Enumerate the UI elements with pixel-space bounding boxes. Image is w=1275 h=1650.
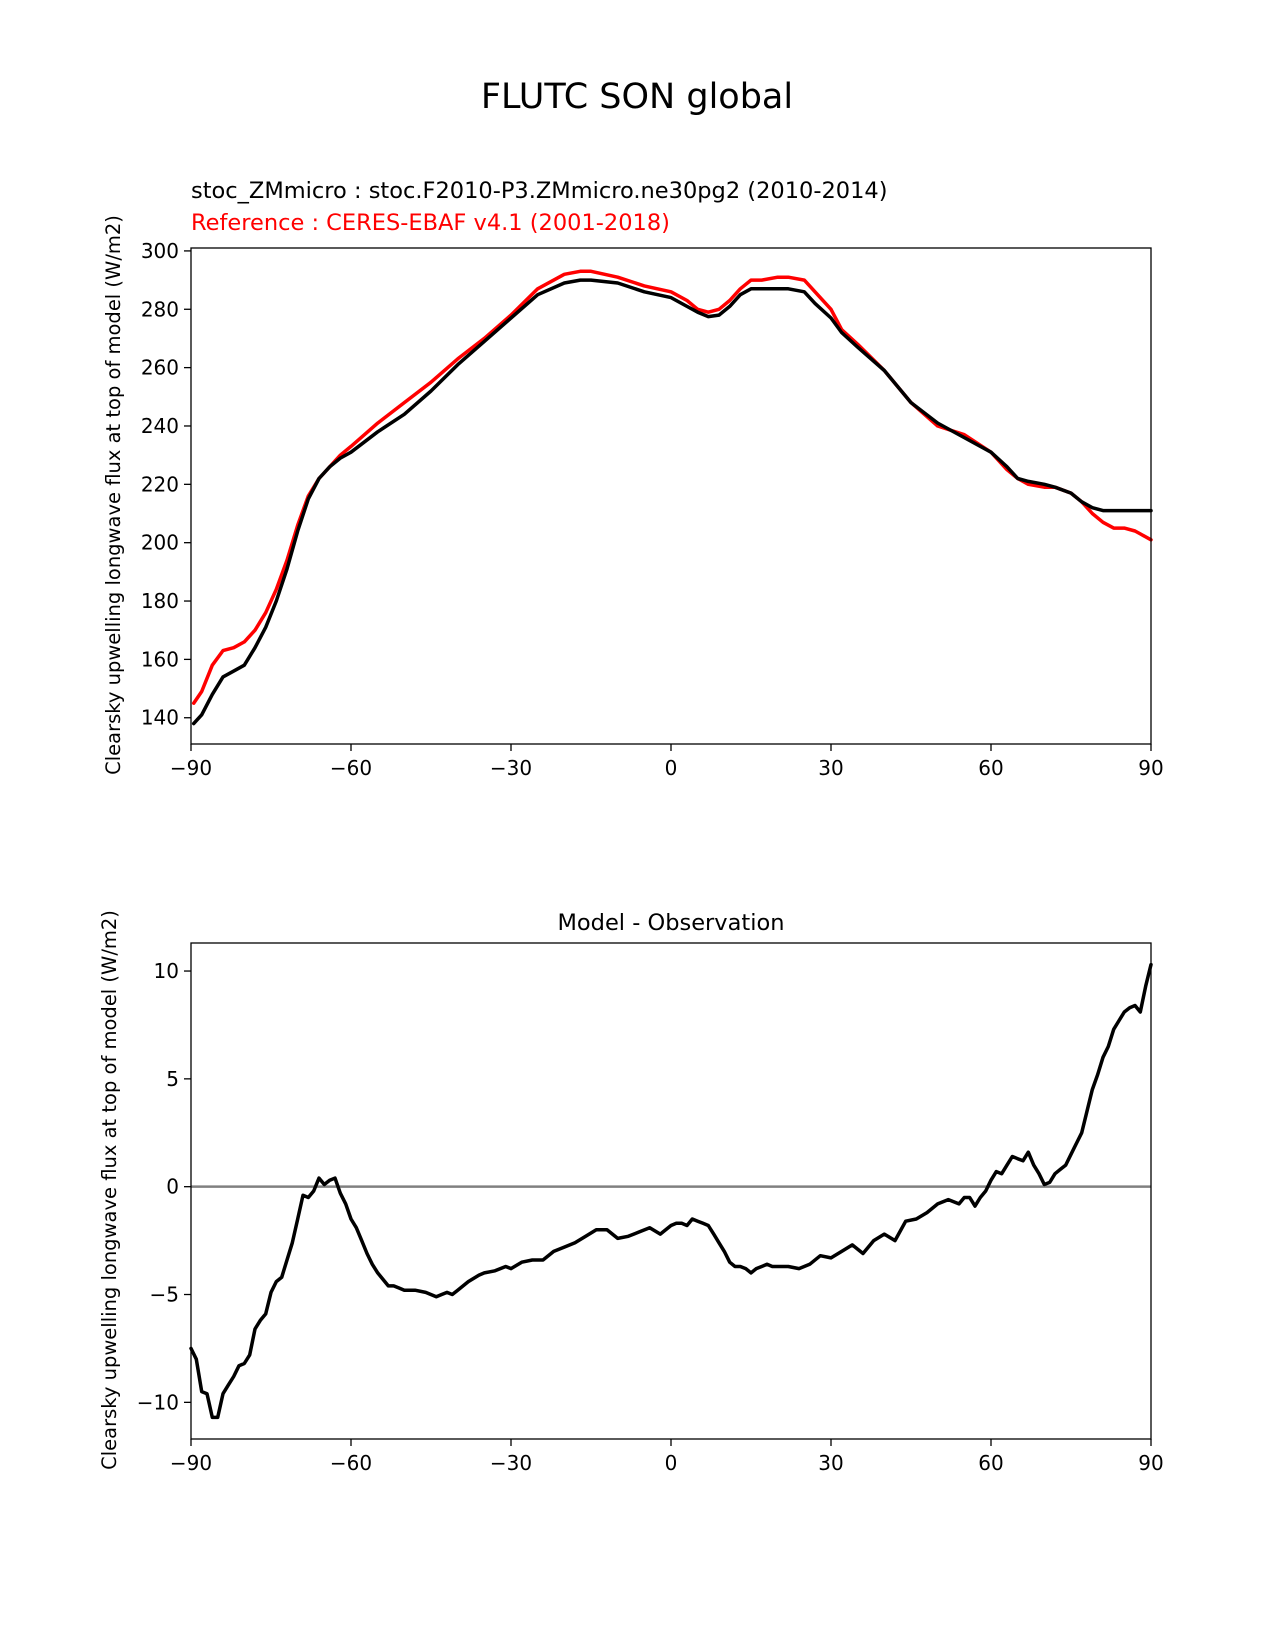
- top-panel-ytick-label: 300: [141, 239, 179, 263]
- top-panel-xtick-label: 60: [978, 756, 1003, 780]
- top-panel-xtick-label: −30: [490, 756, 532, 780]
- bottom-panel-xtick-label: 30: [818, 1451, 843, 1475]
- bottom-panel-ticks: −90 −60 −30 0 30 60 90 −10 −5 0 5 10: [137, 959, 1164, 1475]
- bottom-panel-lines: [189, 962, 1153, 1420]
- bottom-panel-xtick-label: 90: [1138, 1451, 1163, 1475]
- top-panel-ytick-label: 220: [141, 472, 179, 496]
- bottom-panel-series-line-0: [189, 962, 1153, 1420]
- top-panel-series-line-1: [191, 278, 1153, 726]
- top-panel-xtick-label: −60: [330, 756, 372, 780]
- bottom-panel-ytick-label: 10: [154, 959, 179, 983]
- top-panel-frame: [190, 247, 1152, 745]
- bottom-panel-xtick-label: 0: [665, 1451, 678, 1475]
- top-panel-ytick-label: 160: [141, 647, 179, 671]
- bottom-panel-xtick-label: −90: [170, 1451, 212, 1475]
- top-panel-ylabel: Clearsky upwelling longwave flux at top …: [102, 215, 125, 775]
- bottom-panel-xtick-label: −60: [330, 1451, 372, 1475]
- bottom-panel-ytick-label: −10: [137, 1390, 179, 1414]
- top-panel-model-title: stoc_ZMmicro : stoc.F2010-P3.ZMmicro.ne3…: [191, 178, 888, 204]
- top-panel-reference-title: Reference : CERES-EBAF v4.1 (2001-2018): [191, 210, 670, 236]
- bottom-panel-ytick-label: 0: [166, 1175, 179, 1199]
- bottom-panel-title: Model - Observation: [558, 910, 785, 936]
- bottom-panel-ytick-label: 5: [166, 1067, 179, 1091]
- top-panel-xtick-label: 90: [1138, 756, 1163, 780]
- bottom-panel-frame: [190, 942, 1152, 1440]
- bottom-panel-ytick-label: −5: [150, 1283, 179, 1307]
- top-panel-ytick-label: 180: [141, 589, 179, 613]
- top-panel-lines: [191, 269, 1153, 726]
- bottom-panel-xtick-label: 60: [978, 1451, 1003, 1475]
- top-panel: stoc_ZMmicro : stoc.F2010-P3.ZMmicro.ne3…: [102, 178, 1164, 780]
- top-panel-ytick-label: 140: [141, 706, 179, 730]
- figure-suptitle: FLUTC SON global: [481, 77, 793, 117]
- top-panel-ytick-label: 200: [141, 531, 179, 555]
- top-panel-ytick-label: 240: [141, 414, 179, 438]
- top-panel-ytick-label: 260: [141, 356, 179, 380]
- bottom-panel-xtick-label: −30: [490, 1451, 532, 1475]
- bottom-panel-ylabel: Clearsky upwelling longwave flux at top …: [98, 910, 121, 1470]
- top-panel-xtick-label: 30: [818, 756, 843, 780]
- top-panel-ytick-label: 280: [141, 297, 179, 321]
- top-panel-ticks: −90 −60 −30 0 30 60 90 140 160 180 200 220 240 260 280…: [141, 239, 1164, 780]
- top-panel-xtick-label: 0: [665, 756, 678, 780]
- bottom-panel: Model - Observation Clearsky upwelling l…: [98, 910, 1164, 1475]
- top-panel-xtick-label: −90: [170, 756, 212, 780]
